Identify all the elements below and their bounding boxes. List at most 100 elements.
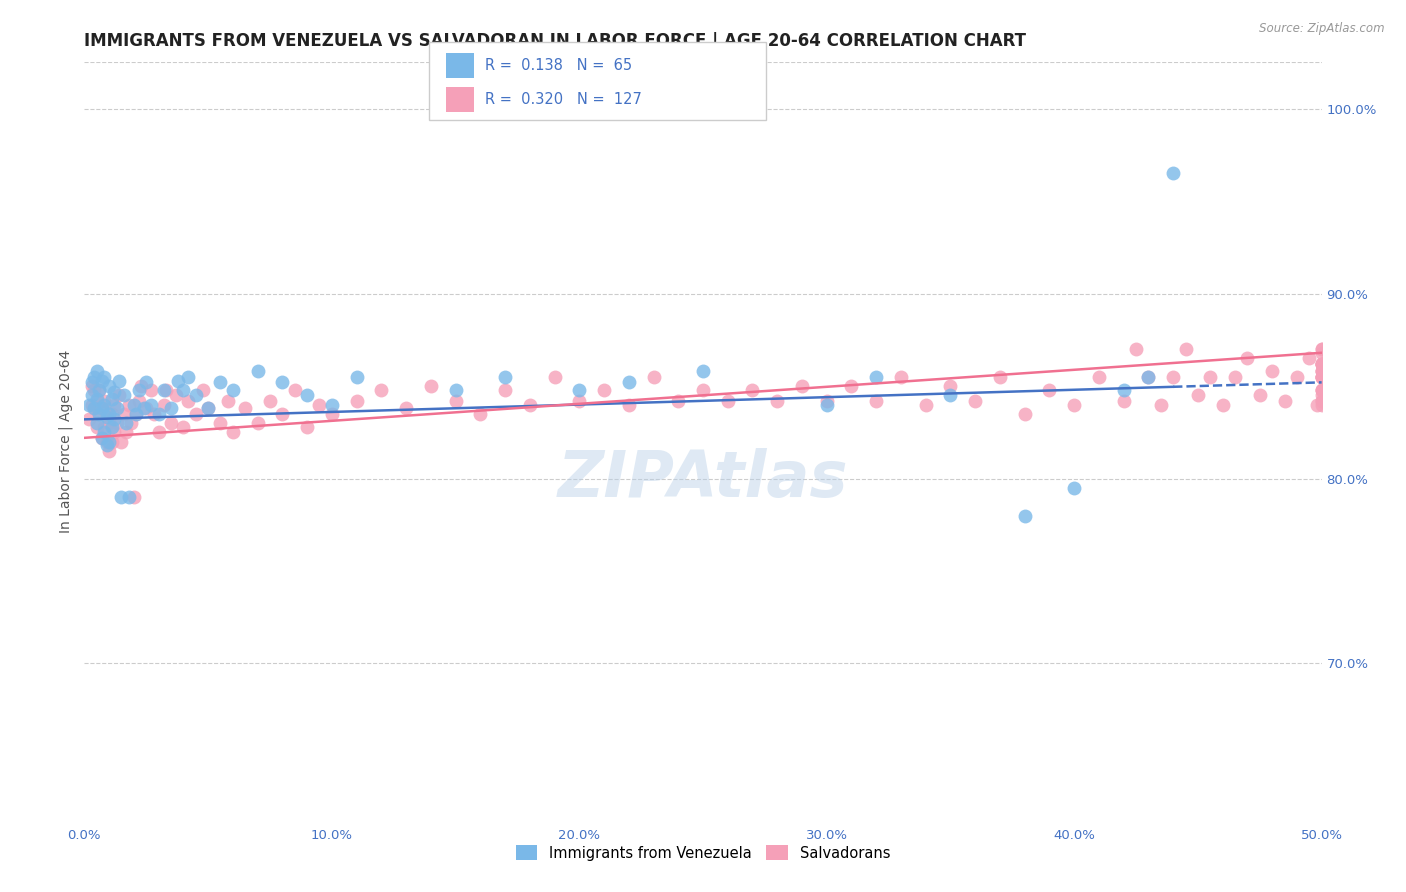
Point [96,410,118,425]
Point [89,383,111,397]
Point [103,398,125,412]
Point [217,393,239,408]
Point [135,376,157,390]
Point [1310,364,1333,378]
Point [209,416,232,430]
Point [1274,393,1296,408]
Point [184,388,207,402]
Point [295,388,318,402]
Point [246,364,269,378]
Point [184,407,207,421]
Point [93,398,115,412]
Point [1310,357,1333,371]
Point [370,383,392,397]
Point [96,434,118,449]
Point [1261,364,1284,378]
Point [308,398,330,412]
Point [1014,508,1036,523]
Point [1125,342,1147,356]
Point [841,379,863,393]
Point [865,393,887,408]
Text: IMMIGRANTS FROM VENEZUELA VS SALVADORAN IN LABOR FORCE | AGE 20-64 CORRELATION C: IMMIGRANTS FROM VENEZUELA VS SALVADORAN … [84,32,1026,50]
Text: ZIPAtlas: ZIPAtlas [558,449,848,510]
Point [346,393,368,408]
Point [83,401,105,416]
Point [1310,383,1333,397]
Point [86,416,108,430]
Point [1174,342,1197,356]
Point [233,401,256,416]
Point [766,393,789,408]
Point [125,407,148,421]
Point [1063,481,1085,495]
Point [1150,398,1173,412]
Point [89,383,111,397]
Point [692,383,714,397]
Point [939,379,962,393]
Point [815,398,838,412]
Point [1310,383,1333,397]
Text: Source: ZipAtlas.com: Source: ZipAtlas.com [1260,22,1385,36]
Point [1112,383,1135,397]
Point [98,434,121,449]
Point [692,364,714,378]
Point [93,425,115,440]
Point [152,398,174,412]
Point [717,393,740,408]
Point [108,374,131,388]
Point [1310,369,1333,384]
Point [112,388,135,402]
Point [103,412,125,426]
Point [1310,342,1333,356]
Point [890,369,912,384]
Point [568,393,591,408]
Point [93,369,115,384]
Point [321,398,343,412]
Point [135,401,157,416]
Point [118,398,141,412]
Point [1310,364,1333,378]
Point [419,379,441,393]
Point [148,425,170,440]
Point [110,490,132,504]
Point [98,407,121,421]
Point [494,369,516,384]
Point [90,431,112,445]
Point [259,393,281,408]
Point [617,376,640,390]
Point [80,398,103,412]
Point [112,407,135,421]
Point [222,383,245,397]
Point [494,383,516,397]
Point [100,392,122,406]
Point [148,407,170,421]
Point [98,379,121,393]
Point [271,376,294,390]
Point [444,393,467,408]
Point [1187,388,1209,402]
Point [155,383,177,397]
Point [246,416,269,430]
Point [1310,364,1333,378]
Point [90,431,112,445]
Point [295,419,318,434]
Point [1310,369,1333,384]
Point [1310,369,1333,384]
Point [1310,398,1333,412]
Point [83,401,105,416]
Point [177,369,200,384]
Point [1112,393,1135,408]
Point [1310,357,1333,371]
Point [83,383,105,397]
Point [1236,351,1258,366]
Point [815,393,838,408]
Point [86,393,108,408]
Point [1223,369,1246,384]
Point [103,384,125,399]
Point [83,369,105,384]
Point [79,412,101,426]
Point [96,438,118,452]
Point [177,393,200,408]
Point [593,383,616,397]
Point [129,379,152,393]
